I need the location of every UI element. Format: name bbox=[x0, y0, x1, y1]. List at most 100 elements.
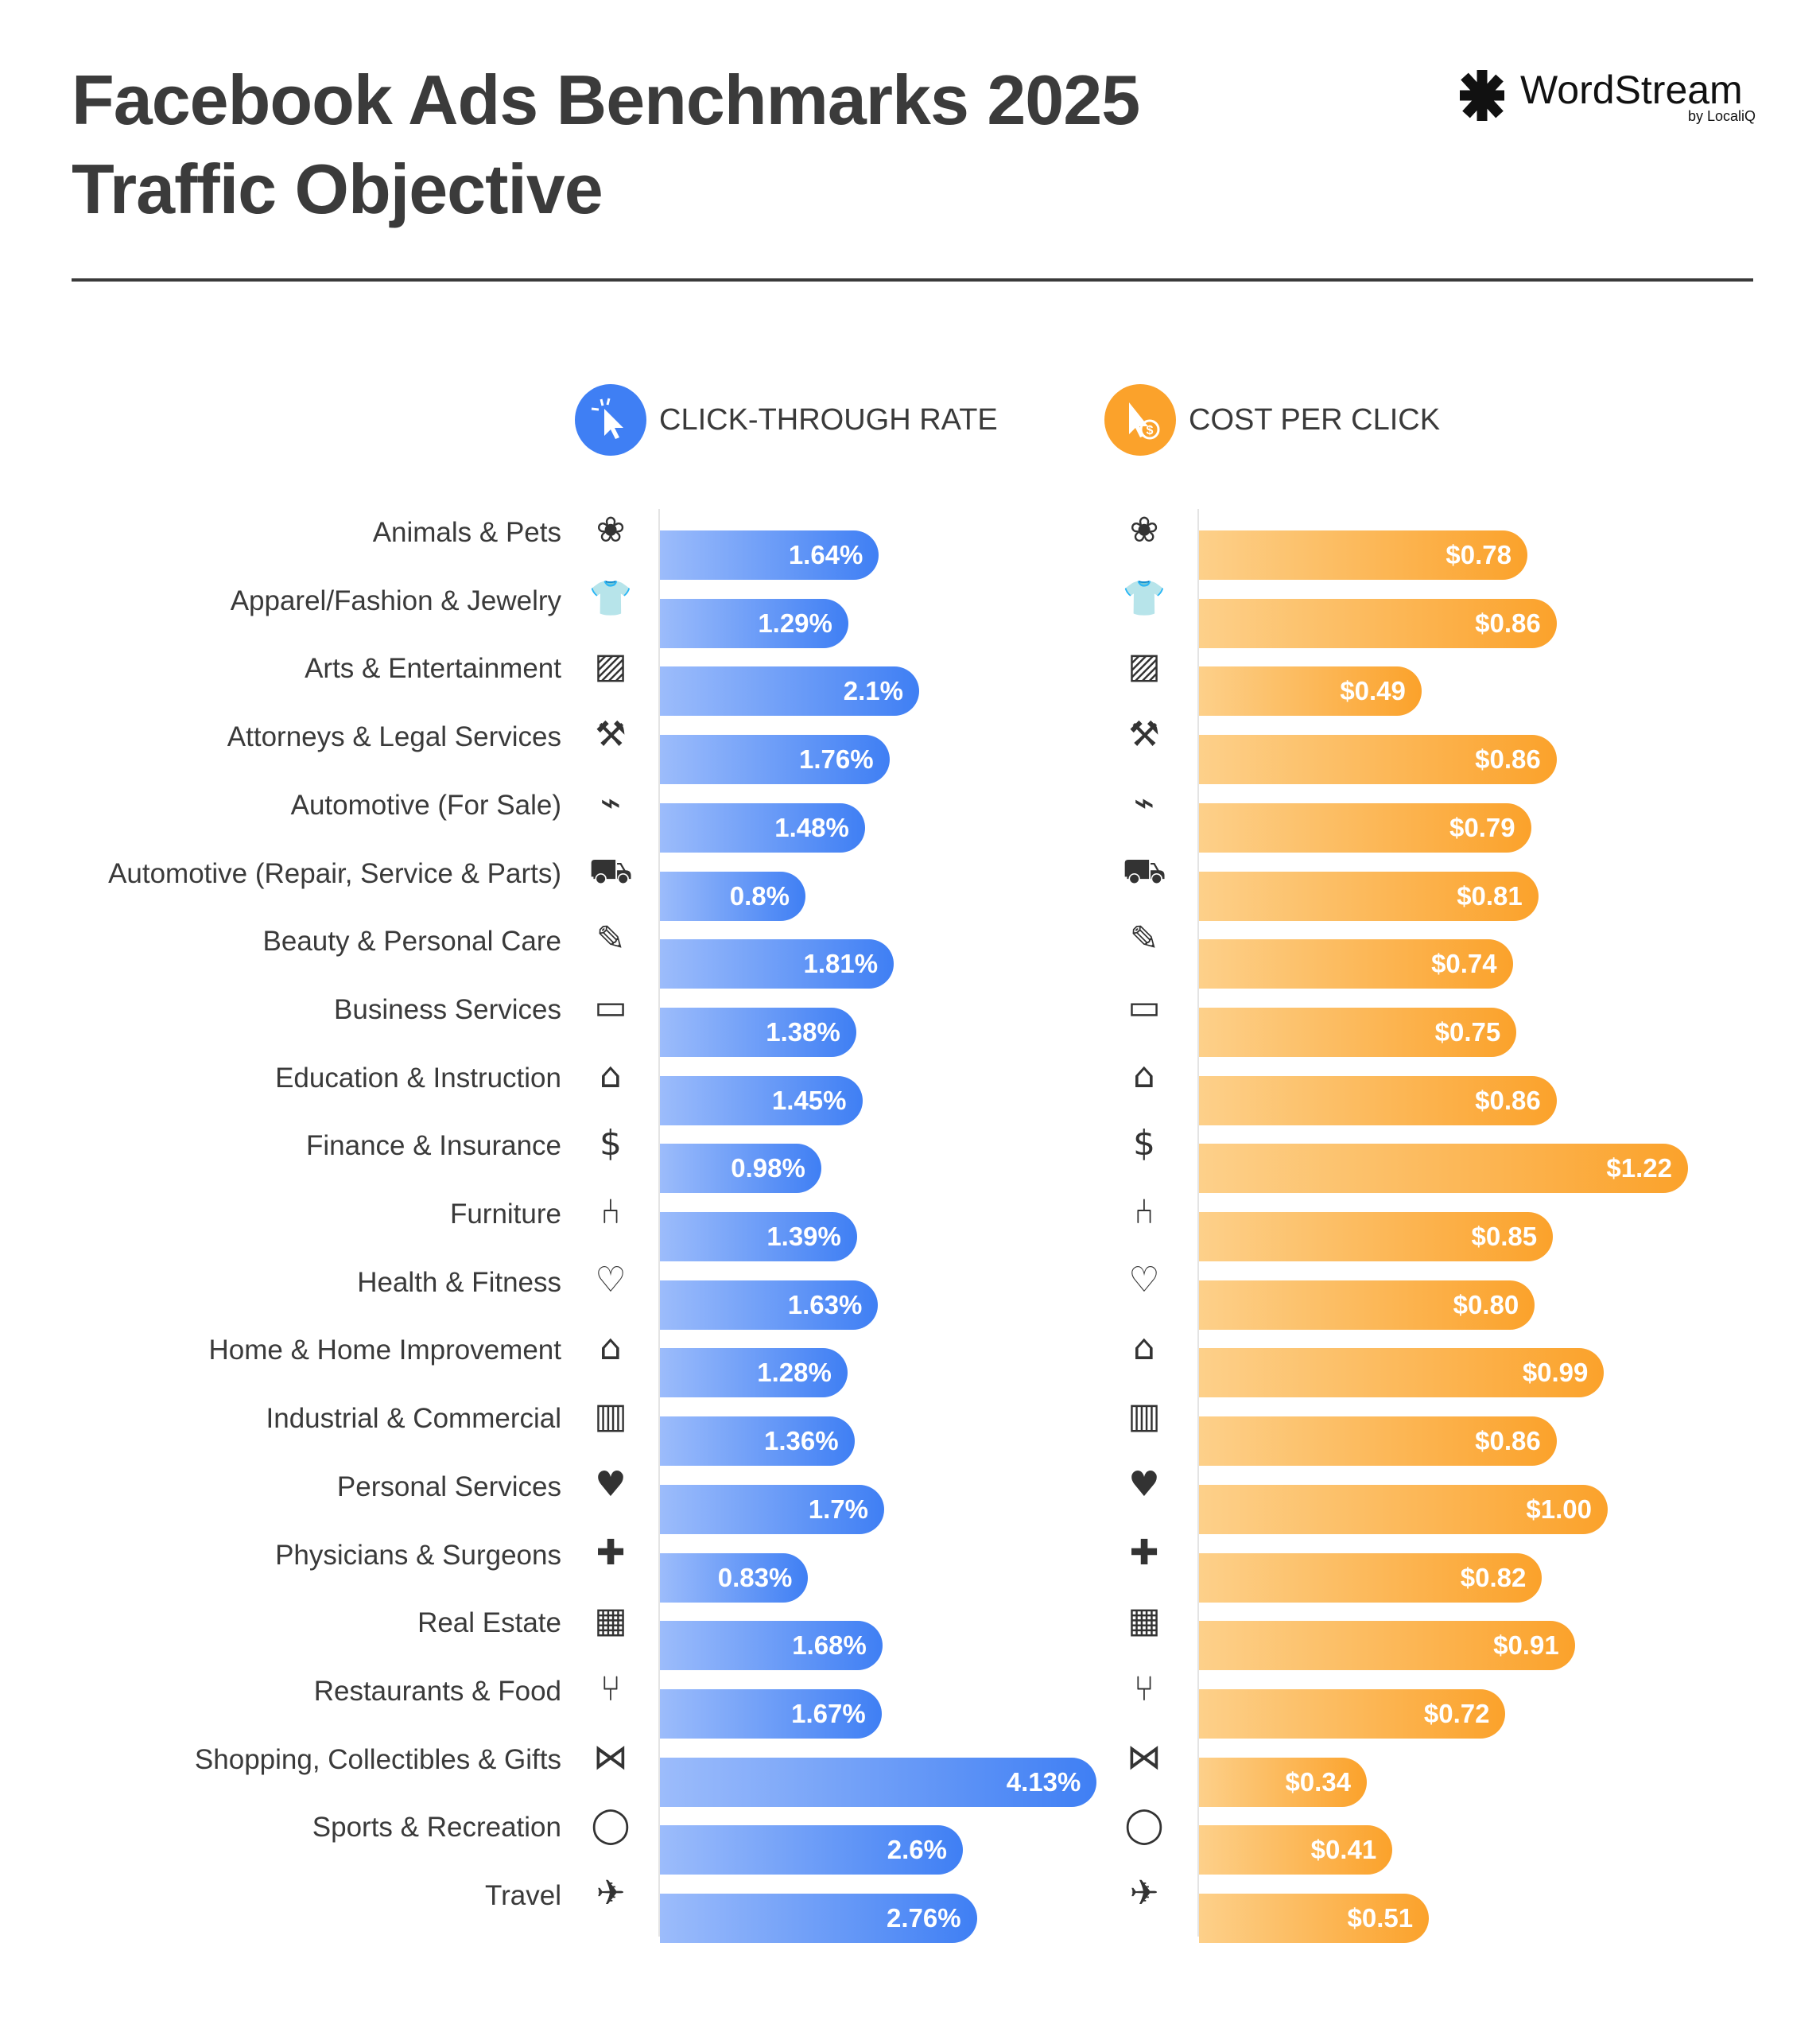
cpc-bar: $0.41 bbox=[1199, 1825, 1393, 1875]
svg-text:$: $ bbox=[1147, 424, 1154, 437]
ball-icon: ◯ bbox=[1124, 1805, 1164, 1846]
piggy-bank-icon: $ bbox=[600, 1123, 622, 1164]
cpc-bar: $0.72 bbox=[1199, 1688, 1506, 1739]
ctr-value-label: 1.28% bbox=[757, 1358, 832, 1388]
bow-icon: ⋈ bbox=[1127, 1736, 1162, 1778]
ctr-header: CLICK-THROUGH RATE bbox=[575, 384, 998, 456]
armchair-icon: ⑃ bbox=[1133, 1191, 1155, 1232]
ctr-bar: 2.1% bbox=[660, 666, 919, 717]
cpc-value-label: $0.79 bbox=[1449, 812, 1515, 842]
wordstream-mark-icon bbox=[1460, 70, 1504, 121]
cpc-value-label: $0.78 bbox=[1446, 540, 1512, 569]
fork-knife-icon: ⑂ bbox=[600, 1668, 622, 1709]
ctr-bar: 1.64% bbox=[660, 530, 879, 580]
ctr-bar: 1.67% bbox=[660, 1688, 882, 1739]
category-label: Shopping, Collectibles & Gifts bbox=[194, 1743, 561, 1775]
cpc-bar: $0.86 bbox=[1199, 1075, 1557, 1125]
cpc-value-label: $0.86 bbox=[1475, 608, 1541, 638]
category-label: Finance & Insurance bbox=[305, 1130, 561, 1162]
ball-icon: ◯ bbox=[591, 1805, 631, 1846]
ctr-value-label: 0.98% bbox=[731, 1153, 805, 1183]
cpc-bar: $0.49 bbox=[1199, 666, 1422, 717]
ctr-bar: 2.76% bbox=[660, 1894, 977, 1943]
hand-heart-icon: ♥ bbox=[595, 1463, 627, 1505]
paw-icon: ❀ bbox=[596, 510, 626, 550]
cpc-value-label: $0.51 bbox=[1347, 1903, 1414, 1933]
ctr-bar: 0.83% bbox=[660, 1552, 809, 1603]
cpc-value-label: $0.86 bbox=[1475, 744, 1541, 775]
cpc-value-label: $0.91 bbox=[1493, 1630, 1559, 1661]
ctr-bar: 1.68% bbox=[660, 1621, 883, 1671]
ctr-bar: 1.7% bbox=[660, 1484, 884, 1534]
cpc-value-label: $0.85 bbox=[1471, 1222, 1538, 1251]
cpc-axis-line bbox=[1197, 509, 1199, 1937]
cpc-bar: $0.80 bbox=[1199, 1280, 1535, 1330]
category-label: Apparel/Fashion & Jewelry bbox=[230, 585, 561, 616]
airplane-icon: ✈ bbox=[1129, 1873, 1159, 1914]
cpc-bar: $0.82 bbox=[1199, 1552, 1543, 1603]
logo-name: WordStream bbox=[1520, 68, 1743, 112]
cpc-bar: $0.51 bbox=[1199, 1894, 1430, 1943]
gavel-icon: ⚒ bbox=[595, 714, 627, 756]
heart-icon: ♡ bbox=[595, 1259, 627, 1300]
ctr-value-label: 1.76% bbox=[799, 744, 874, 775]
category-label: Sports & Recreation bbox=[312, 1812, 561, 1844]
ctr-bar: 1.36% bbox=[660, 1416, 855, 1467]
cpc-value-label: $0.99 bbox=[1522, 1358, 1589, 1388]
car-icon: ⛟ bbox=[588, 850, 633, 892]
ctr-value-label: 1.45% bbox=[771, 1085, 847, 1115]
ctr-axis-line bbox=[658, 509, 660, 1937]
cpc-bar: $0.75 bbox=[1199, 1007, 1517, 1057]
cpc-bar: $0.74 bbox=[1199, 939, 1513, 989]
ctr-value-label: 2.1% bbox=[843, 676, 903, 706]
ctr-value-label: 1.63% bbox=[787, 1289, 863, 1319]
category-label: Arts & Entertainment bbox=[305, 653, 561, 685]
ctr-bar: 1.81% bbox=[660, 939, 894, 989]
ctr-bar: 1.29% bbox=[660, 598, 848, 648]
tshirt-icon: 👕 bbox=[588, 577, 633, 619]
category-label: Furniture bbox=[449, 1199, 561, 1230]
category-label: Personal Services bbox=[336, 1471, 561, 1502]
ctr-value-label: 1.67% bbox=[791, 1698, 866, 1728]
cpc-value-label: $0.86 bbox=[1475, 1426, 1541, 1456]
cpc-value-label: $0.86 bbox=[1475, 1085, 1541, 1115]
category-label: Restaurants & Food bbox=[313, 1675, 561, 1707]
ctr-value-label: 1.38% bbox=[766, 1016, 840, 1047]
cpc-value-label: $0.81 bbox=[1457, 880, 1523, 911]
factory-icon: ▥ bbox=[1127, 1396, 1161, 1437]
cpc-bar: $1.00 bbox=[1199, 1484, 1608, 1534]
ctr-value-label: 1.39% bbox=[766, 1222, 841, 1251]
category-label: Education & Instruction bbox=[275, 1062, 561, 1094]
cpc-value-label: $0.49 bbox=[1340, 676, 1406, 706]
cpc-bar: $0.86 bbox=[1199, 735, 1557, 785]
ctr-value-label: 1.48% bbox=[774, 812, 849, 842]
logo-byline: by LocaliQ bbox=[1687, 108, 1756, 124]
cpc-bar: $0.86 bbox=[1199, 1416, 1557, 1467]
cpc-bar: $1.22 bbox=[1199, 1144, 1688, 1194]
briefcase-icon: ▭ bbox=[1127, 986, 1161, 1028]
ctr-bar: 1.45% bbox=[660, 1075, 863, 1125]
ctr-bar: 0.98% bbox=[660, 1144, 821, 1194]
ctr-bar: 1.63% bbox=[660, 1280, 879, 1330]
cpc-bar: $0.78 bbox=[1199, 530, 1528, 580]
picture-icon: ▨ bbox=[1127, 646, 1161, 687]
category-label: Physicians & Surgeons bbox=[275, 1539, 561, 1571]
ctr-value-label: 1.7% bbox=[808, 1494, 868, 1524]
cpc-value-label: $0.34 bbox=[1285, 1766, 1352, 1797]
cpc-header: $ COST PER CLICK bbox=[1104, 384, 1440, 456]
storefront-icon: ▦ bbox=[1127, 1600, 1161, 1642]
cpc-value-label: $0.82 bbox=[1460, 1562, 1527, 1592]
house-icon: ⌂ bbox=[600, 1327, 622, 1369]
cpc-bar: $0.85 bbox=[1199, 1212, 1554, 1261]
title-line-1: Facebook Ads Benchmarks 2025 bbox=[72, 60, 1140, 139]
category-label: Health & Fitness bbox=[357, 1266, 561, 1298]
wordstream-logo: WordStream by LocaliQ bbox=[1453, 64, 1756, 127]
factory-icon: ▥ bbox=[594, 1396, 627, 1437]
picture-icon: ▨ bbox=[594, 646, 627, 687]
cpc-value-label: $0.75 bbox=[1434, 1016, 1501, 1047]
hand-heart-icon: ♥ bbox=[1128, 1463, 1160, 1505]
storefront-icon: ▦ bbox=[594, 1600, 627, 1642]
armchair-icon: ⑃ bbox=[600, 1191, 622, 1232]
graduation-cap-icon: ⌂ bbox=[1133, 1055, 1155, 1096]
cpc-header-label: COST PER CLICK bbox=[1189, 402, 1441, 437]
